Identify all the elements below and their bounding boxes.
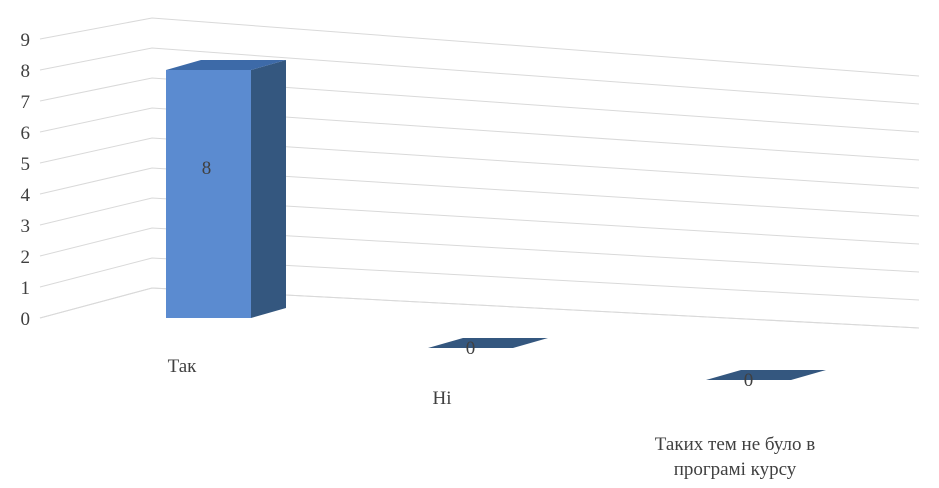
category-label: Таких тем не було в (655, 434, 815, 455)
gridline (39, 197, 920, 245)
y-tick-label: 9 (21, 30, 31, 51)
gridline (39, 17, 920, 77)
y-tick-label: 4 (21, 185, 31, 206)
gridline (39, 107, 920, 161)
category-label: програмі курсу (674, 459, 797, 480)
gridline (39, 137, 920, 189)
bar-top-face (706, 370, 826, 380)
gridline (39, 77, 920, 133)
gridlines (39, 17, 920, 329)
category-labels: Так Ні Таких тем не було в програмі курсу (168, 356, 816, 480)
bar-top-face (428, 338, 548, 348)
data-label: 0 (744, 370, 754, 391)
y-tick-label: 6 (21, 123, 31, 144)
bar-side-face (251, 60, 286, 318)
y-tick-label: 0 (21, 309, 31, 330)
gridline (39, 227, 920, 273)
category-label: Ні (433, 388, 452, 409)
data-label: 0 (466, 338, 476, 359)
bar-front-face (166, 70, 251, 318)
y-tick-label: 3 (21, 216, 31, 237)
y-tick-label: 2 (21, 247, 31, 268)
bar: 8 (166, 60, 286, 318)
bar: 0 (428, 338, 548, 359)
bar-top-face (166, 60, 286, 70)
y-tick-label: 7 (21, 92, 31, 113)
data-label: 8 (202, 158, 212, 179)
floor-line (39, 287, 920, 329)
y-tick-label: 1 (21, 278, 31, 299)
gridline (39, 167, 920, 217)
gridline (39, 47, 920, 105)
y-tick-label: 8 (21, 61, 31, 82)
gridline (39, 257, 920, 301)
y-tick-label: 5 (21, 154, 31, 175)
bars: 8 0 0 (166, 60, 826, 391)
category-label: Так (168, 356, 198, 377)
bar: 0 (706, 370, 826, 391)
y-axis-ticks: 0 1 2 3 4 5 6 7 8 9 (21, 30, 31, 330)
